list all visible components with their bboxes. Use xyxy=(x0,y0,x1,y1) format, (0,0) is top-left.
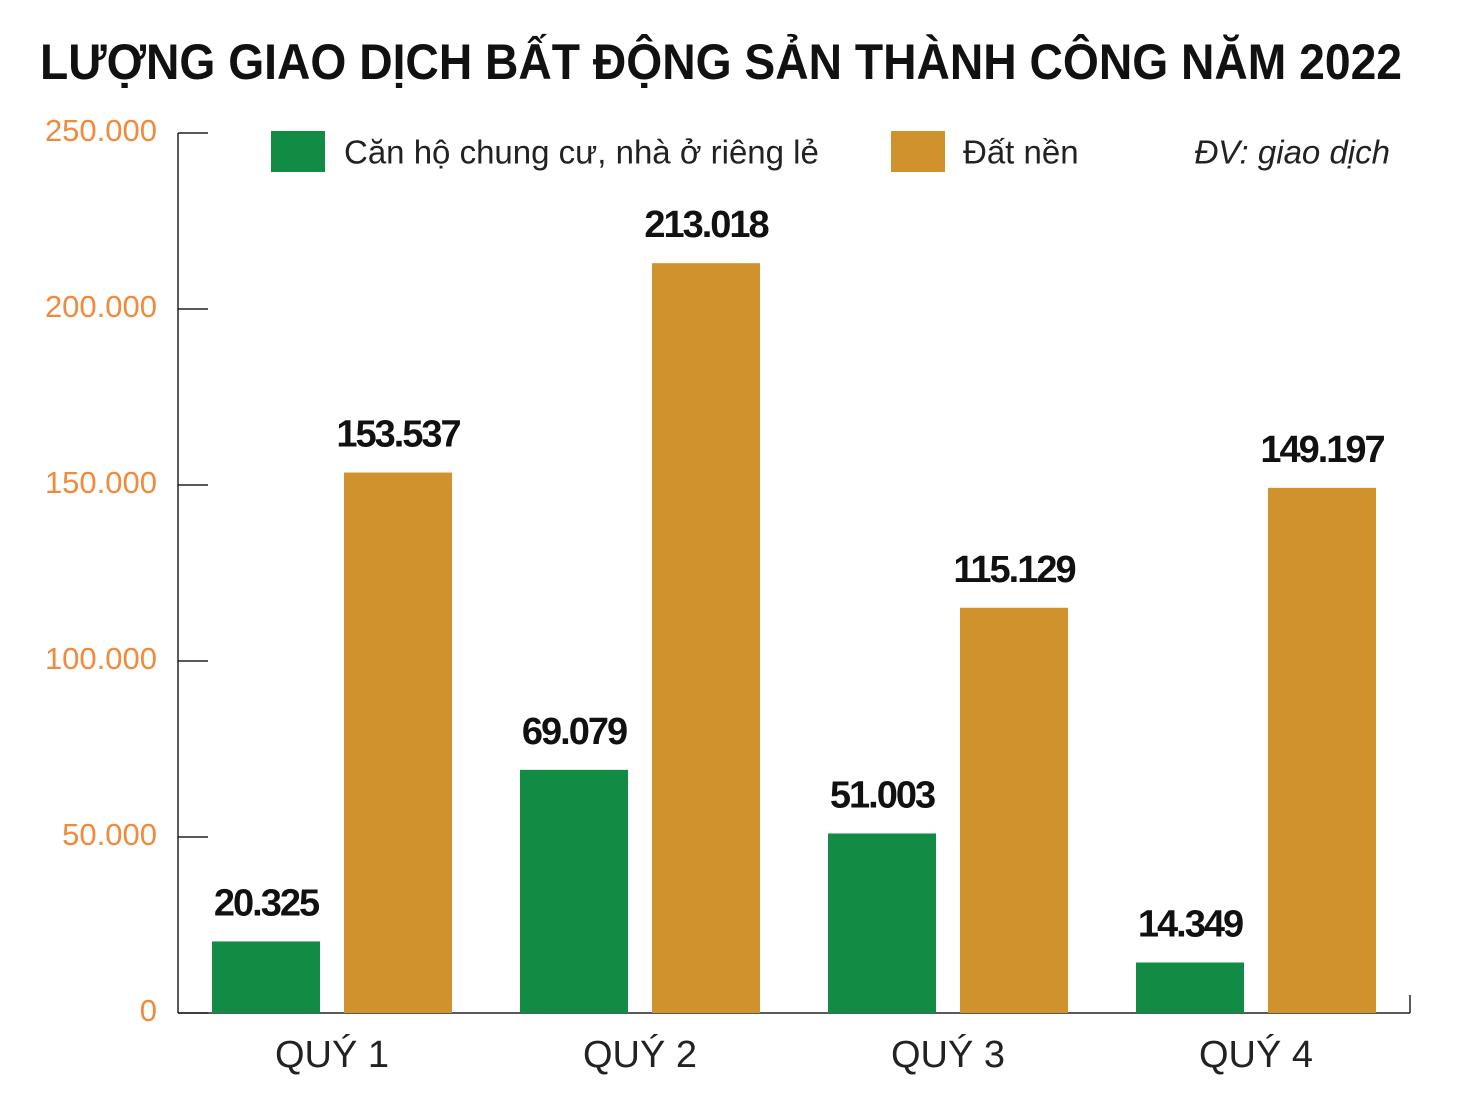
value-label: 149.197 xyxy=(1260,429,1384,471)
legend-label: Đất nền xyxy=(963,134,1079,171)
y-tick-label: 100.000 xyxy=(45,641,157,676)
unit-note: ĐV: giao dịch xyxy=(1194,134,1390,171)
x-tick-label: QUÝ 2 xyxy=(583,1033,697,1076)
x-tick-label: QUÝ 4 xyxy=(1199,1033,1313,1076)
value-label: 20.325 xyxy=(214,882,320,924)
x-tick-label: QUÝ 1 xyxy=(275,1033,389,1076)
bar xyxy=(212,941,320,1013)
bar xyxy=(520,769,628,1013)
legend-swatch xyxy=(891,131,945,172)
bar xyxy=(1136,962,1244,1013)
y-tick-label: 50.000 xyxy=(62,817,157,852)
value-label: 69.079 xyxy=(522,711,627,753)
legend-label: Căn hộ chung cư, nhà ở riêng lẻ xyxy=(344,134,819,171)
y-tick-label: 0 xyxy=(140,993,157,1028)
x-tick-label: QUÝ 3 xyxy=(891,1033,1005,1076)
bar xyxy=(652,263,760,1013)
value-label: 51.003 xyxy=(830,775,935,817)
bar xyxy=(344,472,452,1013)
bar xyxy=(828,833,936,1013)
y-tick-label: 250.000 xyxy=(45,113,157,148)
bar xyxy=(1268,487,1376,1014)
legend-swatch xyxy=(271,131,325,172)
value-label: 115.129 xyxy=(953,549,1075,591)
value-label: 213.018 xyxy=(644,204,768,246)
value-label: 14.349 xyxy=(1138,904,1243,946)
bar xyxy=(960,607,1068,1013)
chart-title: LƯỢNG GIAO DỊCH BẤT ĐỘNG SẢN THÀNH CÔNG … xyxy=(40,33,1402,90)
y-tick-label: 150.000 xyxy=(45,465,157,500)
value-label: 153.537 xyxy=(336,414,460,456)
y-tick-label: 200.000 xyxy=(45,289,157,324)
